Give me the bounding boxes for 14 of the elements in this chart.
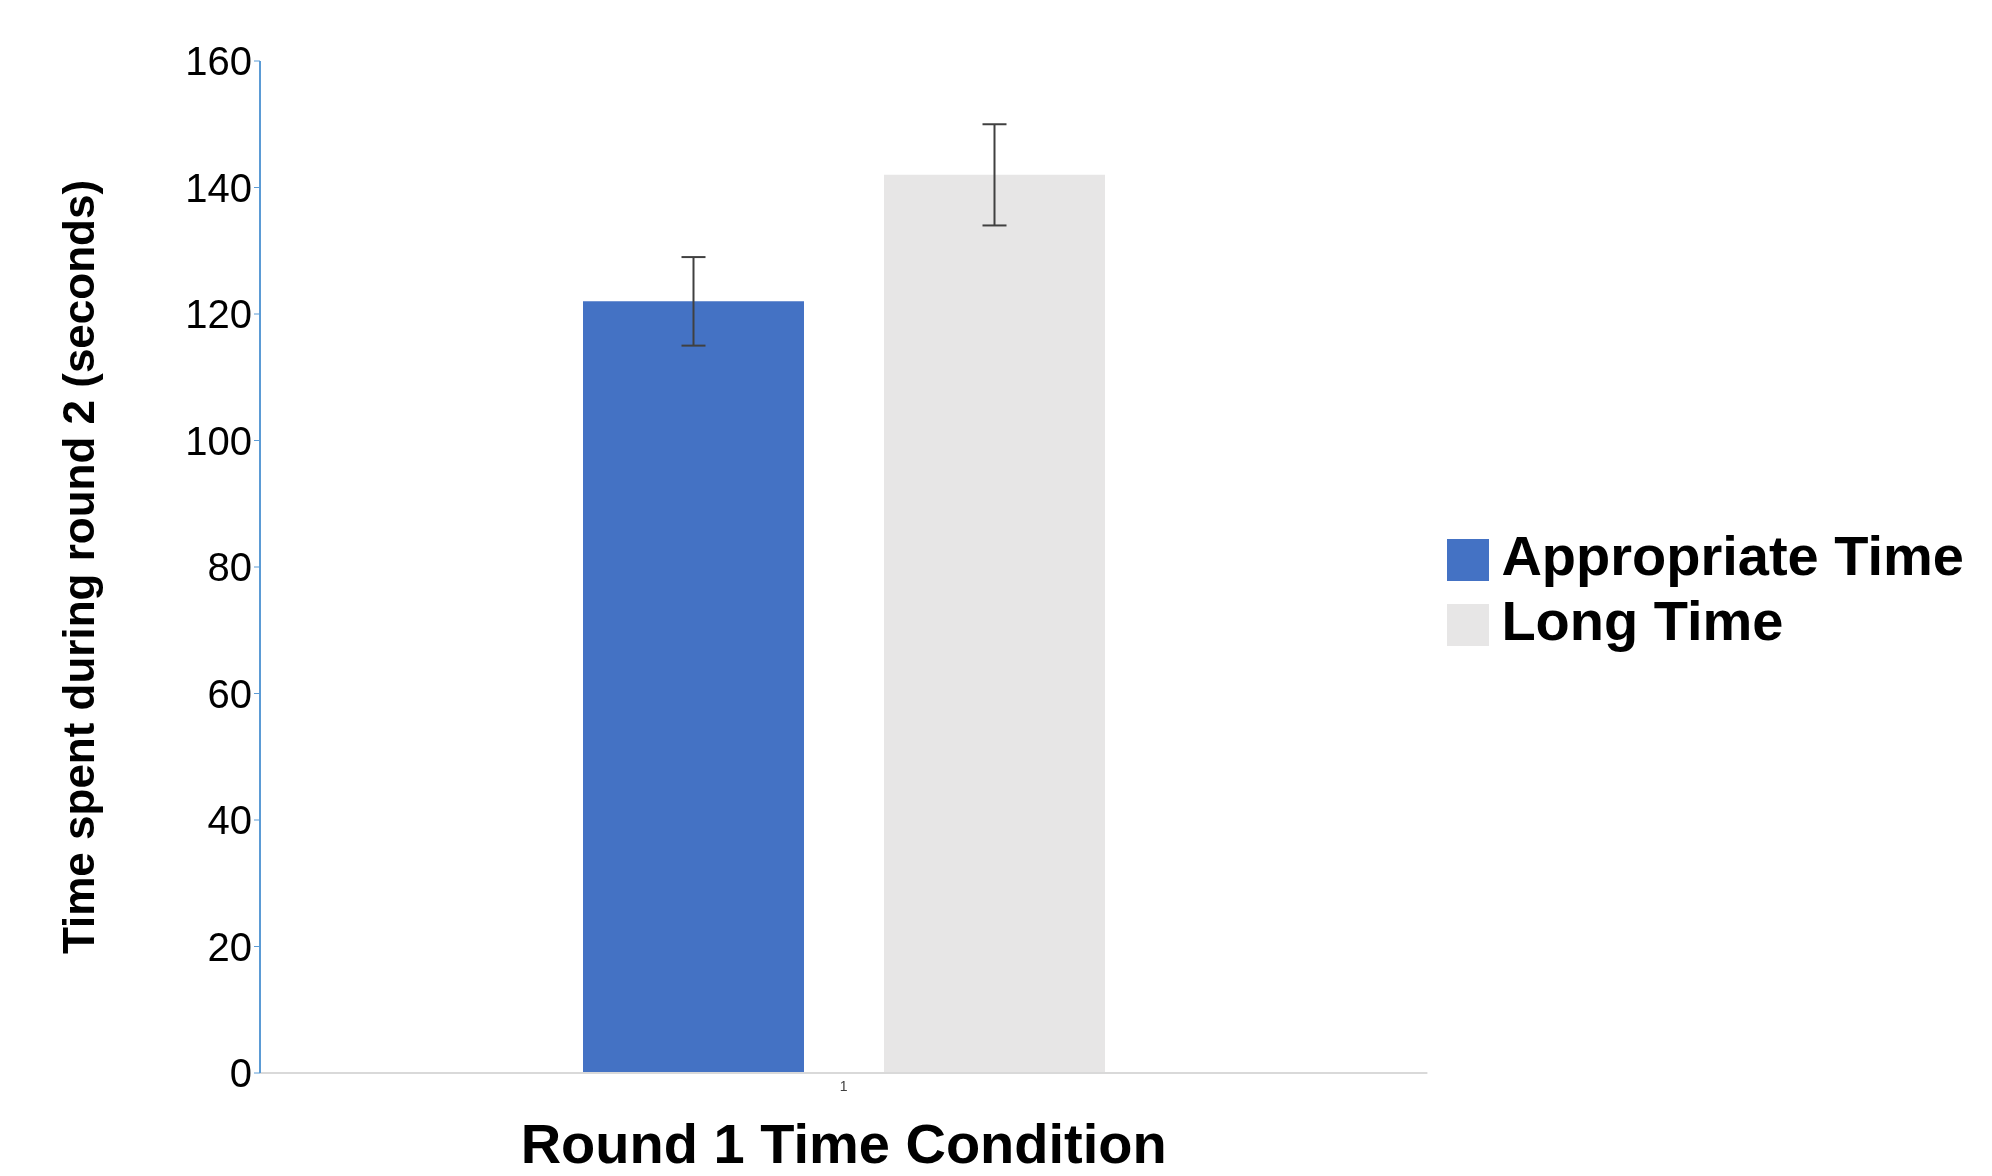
y-tick-label: 40 <box>207 798 252 843</box>
y-tick-label: 80 <box>207 545 252 590</box>
y-tick-label: 0 <box>229 1051 252 1096</box>
y-tick-label: 20 <box>207 924 252 969</box>
y-tick-label: 140 <box>185 165 252 210</box>
legend-label: Long Time <box>1501 589 1784 652</box>
x-tick-label: 1 <box>839 1077 848 1094</box>
y-axis-title: Time spent during round 2 (seconds) <box>53 179 103 955</box>
x-axis-title: Round 1 Time Condition <box>520 1112 1167 1175</box>
legend-label: Appropriate Time <box>1501 524 1964 587</box>
y-tick-label: 120 <box>185 292 252 337</box>
y-tick-label: 160 <box>185 39 252 84</box>
y-tick-label: 100 <box>185 418 252 463</box>
y-tick-label: 60 <box>207 671 252 716</box>
